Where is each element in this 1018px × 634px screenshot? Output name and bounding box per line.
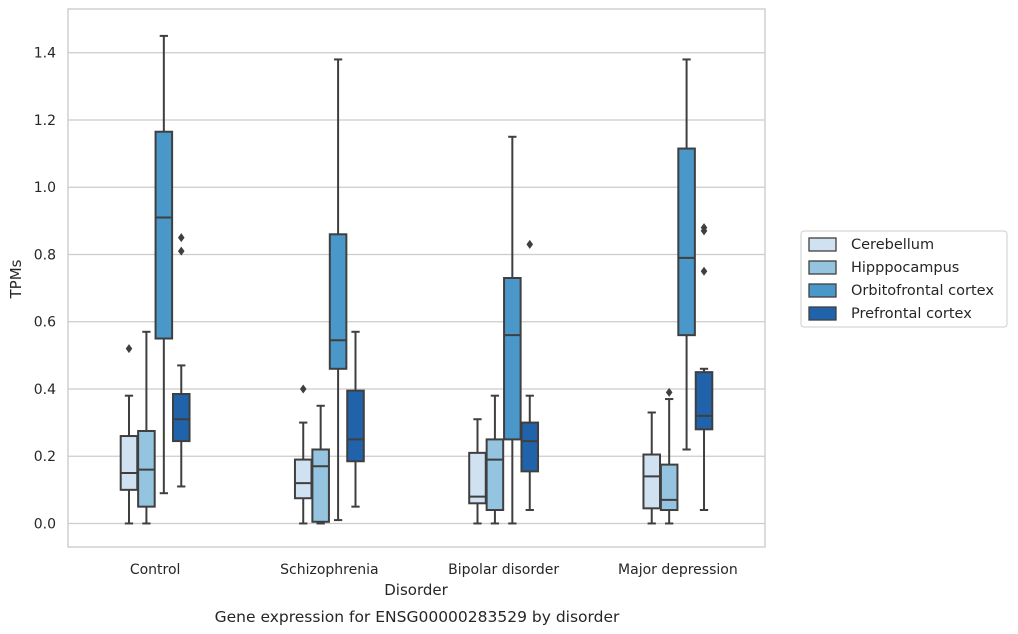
box-0-0 — [119, 344, 139, 525]
box-groups — [119, 34, 714, 525]
y-tick-label: 0.4 — [34, 382, 56, 398]
x-axis-label: Disorder — [384, 581, 448, 599]
box-2-2 — [503, 135, 522, 525]
legend-swatch — [808, 237, 837, 252]
box-1-2 — [485, 394, 505, 525]
x-tick-label: Control — [130, 562, 181, 578]
outlier-point — [177, 246, 185, 256]
x-tick-label: Bipolar disorder — [448, 562, 559, 578]
box-body — [520, 421, 540, 473]
legend-item: Cerebellum — [808, 237, 934, 253]
box-body — [642, 453, 662, 510]
box-body — [503, 277, 522, 441]
box-3-2 — [520, 239, 540, 512]
y-tick-label: 0.2 — [34, 449, 56, 465]
outlier-point — [665, 387, 673, 397]
box-body — [154, 130, 174, 340]
y-tick-label: 0.6 — [34, 315, 56, 331]
box-3-3 — [694, 223, 714, 512]
box-1-0 — [137, 330, 156, 525]
box-body — [293, 458, 313, 500]
outlier-point — [700, 266, 708, 276]
legend-label: Hipppocampus — [851, 260, 959, 276]
legend-label: Orbitofrontal cortex — [851, 283, 994, 299]
box-1-1 — [311, 404, 330, 525]
box-2-0 — [154, 34, 174, 495]
y-tick-label: 1.0 — [34, 180, 56, 196]
outlier-point — [299, 384, 307, 394]
box-0-2 — [468, 418, 487, 525]
box-body — [328, 233, 348, 370]
tick-labels: 0.0 0.2 0.4 0.6 0.8 1.0 1.2 1.4 Control Schizophr… — [34, 46, 738, 578]
box-1-3 — [659, 387, 679, 525]
outlier-point — [526, 239, 534, 249]
box-body — [311, 448, 330, 523]
y-tick-label: 0.8 — [34, 247, 56, 263]
y-tick-label: 0.0 — [34, 516, 56, 532]
box-body — [659, 463, 679, 512]
box-2-1 — [328, 58, 348, 522]
legend-item: Orbitofrontal cortex — [808, 283, 994, 299]
legend-label: Cerebellum — [851, 237, 934, 253]
box-body — [485, 438, 505, 512]
box-body — [694, 371, 714, 431]
legend-item: Prefrontal cortex — [808, 306, 972, 322]
legend: Cerebellum Hipppocampus Orbitofrontal cort… — [800, 230, 1008, 328]
chart-caption: Gene expression for ENSG00000283529 by d… — [215, 608, 620, 626]
box-0-3 — [642, 411, 662, 525]
legend-label: Prefrontal cortex — [851, 306, 972, 322]
box-3-0 — [171, 233, 191, 488]
box-2-3 — [677, 58, 696, 451]
gridlines — [68, 52, 765, 525]
outlier-point — [125, 344, 133, 354]
legend-swatch — [808, 306, 837, 321]
outlier-point — [177, 233, 185, 243]
y-tick-label: 1.2 — [34, 113, 56, 129]
legend-frame — [800, 230, 1008, 328]
box-body — [119, 435, 139, 491]
box-3-1 — [346, 330, 365, 508]
outlier-point — [700, 223, 708, 233]
legend-item: Hipppocampus — [808, 260, 959, 276]
box-body — [346, 389, 365, 463]
x-tick-label: Schizophrenia — [280, 562, 378, 578]
legend-swatch — [808, 283, 837, 298]
y-tick-label: 1.4 — [34, 46, 56, 62]
box-body — [677, 147, 696, 337]
y-axis-label: TPMs — [7, 259, 25, 299]
x-tick-label: Major depression — [618, 562, 738, 578]
box-body — [171, 393, 191, 443]
legend-swatch — [808, 260, 837, 275]
plot-frame — [67, 8, 766, 548]
